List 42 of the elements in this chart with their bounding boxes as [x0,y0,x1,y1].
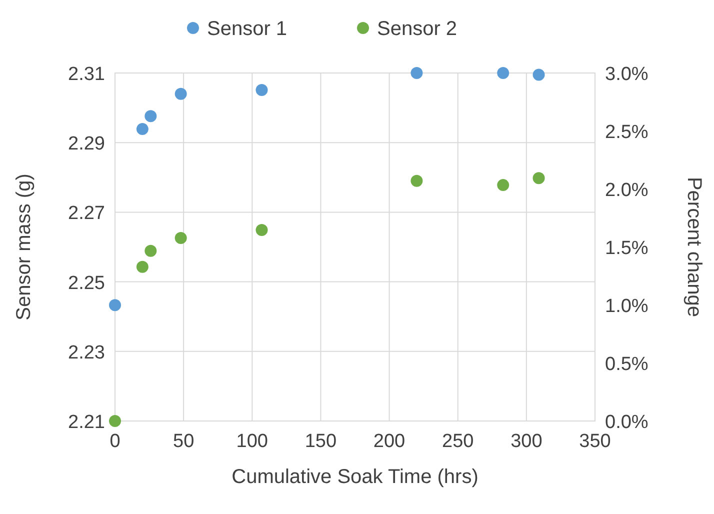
point [109,415,121,427]
y2-tick-label: 2.5% [605,122,648,143]
y-tick-label: 2.23 [68,342,105,364]
point [256,224,268,236]
x-axis-title: Cumulative Soak Time (hrs) [232,466,478,488]
x-tick-label: 150 [304,431,337,452]
point [174,232,187,244]
point [497,179,510,192]
point [410,67,423,79]
point [144,244,157,257]
x-tick-label: 250 [442,431,474,452]
x-tick-label: 300 [510,431,542,452]
point [109,299,121,312]
y2-tick-label: 0.5% [605,354,648,375]
point [136,260,148,273]
y2-tick-label: 1.0% [605,296,648,317]
x-tick-label: 50 [173,431,194,452]
y-tick-label: 2.29 [68,134,105,155]
point [174,88,187,100]
y2-tick-label: 2.0% [605,180,648,201]
point [532,68,545,81]
y2-tick-label: 1.5% [605,238,648,259]
y-tick-label: 2.21 [68,412,105,433]
legend-label: Sensor 1 [207,18,288,40]
legend-label: Sensor 2 [377,18,458,40]
y2-tick-label: 0.0% [605,412,648,433]
y2-axis-title: Percent change [683,176,705,318]
x-tick-label: 350 [579,431,611,452]
point [532,172,545,184]
y-axis-title: Sensor mass (g) [13,174,35,320]
y-tick-label: 2.31 [68,64,105,85]
point [256,84,268,96]
point [497,67,510,79]
x-tick-label: 100 [236,431,268,452]
x-tick-label: 200 [373,431,406,452]
y-tick-label: 2.25 [68,272,105,294]
point [136,123,148,136]
point [144,110,157,122]
x-tick-label: 0 [110,431,120,452]
y-tick-label: 2.27 [68,203,105,224]
point [410,174,423,187]
y2-tick-label: 3.0% [605,64,648,85]
